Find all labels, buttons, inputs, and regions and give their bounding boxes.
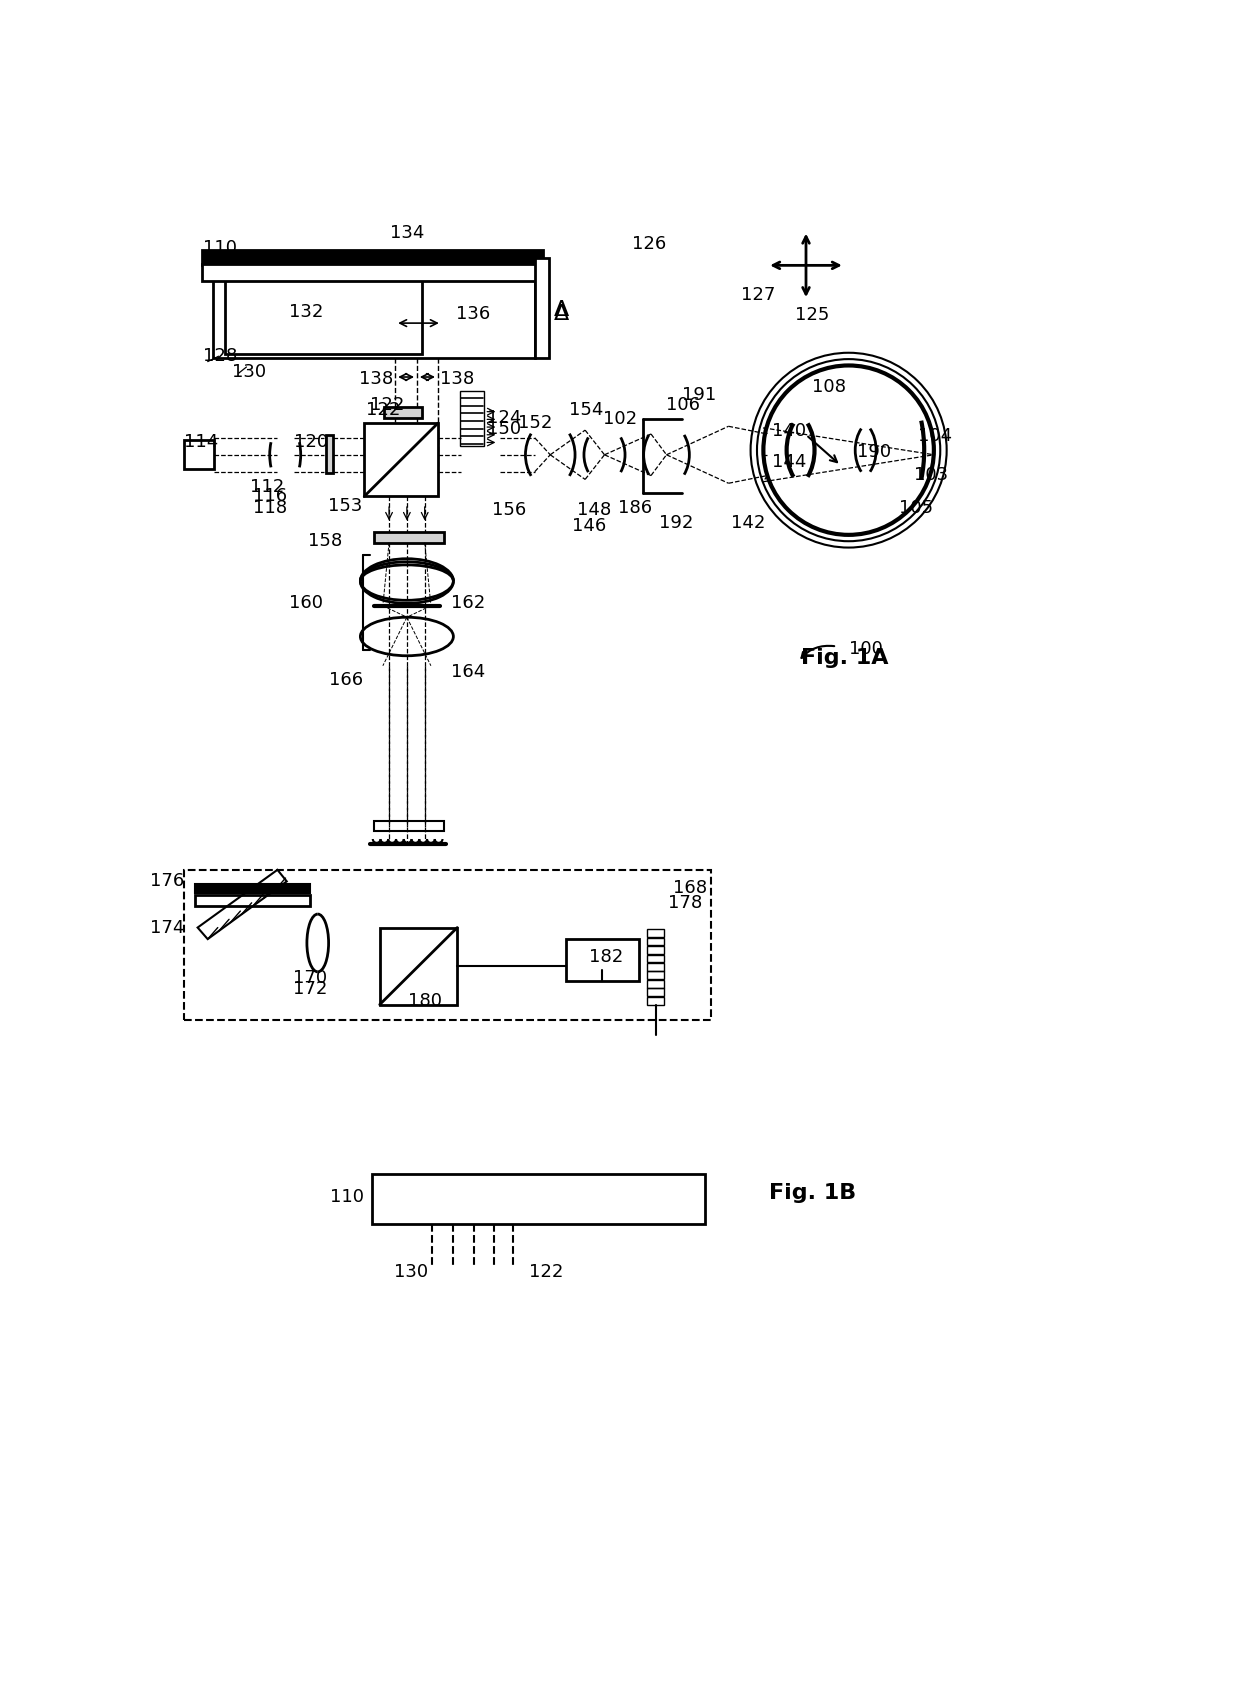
Bar: [374, 820, 444, 832]
Text: 110: 110: [330, 1189, 365, 1206]
Text: 114: 114: [185, 433, 218, 452]
Text: 148: 148: [578, 501, 611, 520]
Text: 138: 138: [440, 370, 475, 389]
Text: 124: 124: [486, 409, 521, 426]
Text: 180: 180: [408, 992, 441, 1010]
Bar: [185, 869, 712, 1020]
Bar: [213, 258, 534, 358]
Text: 168: 168: [672, 878, 707, 897]
Text: 100: 100: [848, 640, 883, 657]
Text: 158: 158: [309, 531, 342, 550]
Bar: [460, 391, 485, 447]
Bar: [201, 250, 543, 265]
Text: 104: 104: [919, 428, 952, 445]
Text: 150: 150: [486, 419, 521, 438]
Text: 164: 164: [451, 662, 485, 681]
Text: 172: 172: [293, 980, 327, 998]
Text: 174: 174: [150, 919, 185, 937]
Bar: [196, 895, 310, 907]
Text: $\Delta$: $\Delta$: [553, 301, 570, 319]
Text: 126: 126: [631, 234, 666, 253]
Text: 146: 146: [572, 516, 606, 535]
Bar: [372, 1173, 706, 1224]
Bar: [196, 883, 310, 893]
Text: 156: 156: [492, 501, 526, 520]
Bar: [185, 440, 213, 469]
Text: 190: 190: [857, 443, 892, 460]
Text: 166: 166: [329, 671, 363, 689]
Bar: [647, 954, 665, 963]
Text: 130: 130: [393, 1263, 428, 1280]
Bar: [534, 258, 549, 358]
Text: 112: 112: [250, 479, 284, 496]
Text: 125: 125: [795, 306, 830, 324]
Text: 106: 106: [667, 397, 701, 414]
Bar: [325, 435, 334, 474]
Bar: [647, 971, 665, 980]
Bar: [647, 963, 665, 971]
Bar: [647, 988, 665, 997]
Bar: [383, 408, 423, 418]
Text: 136: 136: [456, 306, 490, 323]
Text: 182: 182: [589, 947, 624, 966]
Text: 105: 105: [899, 499, 934, 516]
Bar: [565, 939, 640, 981]
Bar: [647, 937, 665, 946]
Text: 110: 110: [203, 239, 237, 258]
Text: $\Delta$: $\Delta$: [553, 304, 570, 324]
Text: 102: 102: [603, 411, 637, 428]
Text: 103: 103: [915, 465, 949, 484]
Text: 152: 152: [517, 414, 552, 433]
Text: 128: 128: [203, 346, 237, 365]
Bar: [201, 263, 543, 280]
Text: Fig. 1B: Fig. 1B: [769, 1184, 856, 1204]
Text: 138: 138: [358, 370, 393, 389]
Text: 186: 186: [619, 499, 652, 516]
Bar: [647, 929, 665, 937]
Text: 118: 118: [253, 499, 286, 516]
Text: 162: 162: [451, 594, 485, 611]
Bar: [647, 946, 665, 954]
Bar: [374, 531, 444, 543]
Text: 144: 144: [771, 453, 806, 470]
Bar: [379, 927, 458, 1005]
Text: 160: 160: [289, 594, 324, 611]
Text: 142: 142: [730, 514, 765, 531]
Text: 176: 176: [150, 873, 185, 890]
Bar: [224, 263, 423, 353]
Text: 122: 122: [367, 401, 401, 419]
Bar: [647, 980, 665, 988]
Text: 116: 116: [253, 487, 286, 506]
Text: 191: 191: [682, 385, 717, 404]
Text: 170: 170: [293, 968, 327, 987]
Text: 108: 108: [812, 379, 846, 396]
Text: 153: 153: [329, 496, 363, 514]
Text: 122: 122: [528, 1263, 563, 1280]
Text: 130: 130: [233, 363, 267, 380]
Text: 127: 127: [740, 285, 775, 304]
Text: 140: 140: [771, 421, 806, 440]
Text: 134: 134: [389, 224, 424, 243]
Text: 178: 178: [668, 893, 702, 912]
Text: Fig. 1A: Fig. 1A: [801, 649, 889, 667]
Text: 120: 120: [294, 433, 329, 452]
Text: 132: 132: [289, 302, 324, 321]
Text: 122: 122: [371, 397, 404, 414]
Bar: [365, 423, 438, 496]
Bar: [647, 997, 665, 1005]
Text: 192: 192: [658, 514, 693, 531]
Text: 154: 154: [569, 401, 603, 419]
